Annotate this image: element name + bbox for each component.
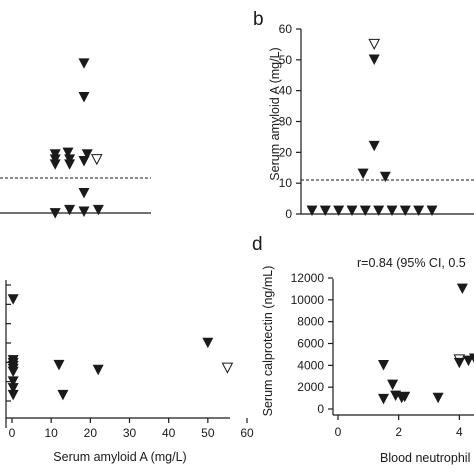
panel-b-y-tick-label: 60 bbox=[279, 22, 293, 36]
panel-a-strip-chart bbox=[0, 58, 151, 219]
panel-b-points bbox=[306, 38, 438, 217]
panel-b-y-tick-label: 20 bbox=[279, 145, 293, 159]
panel-c-x-ticks: 0 10 20 30 40 50 60 bbox=[9, 418, 254, 440]
panel-c-point bbox=[7, 383, 19, 394]
panel-d-y-tick-label: 0 bbox=[317, 402, 324, 416]
panel-d-y-tick-label: 6000 bbox=[297, 337, 324, 351]
panel-d-letter: d bbox=[252, 234, 263, 255]
panel-d-point bbox=[453, 357, 465, 369]
panel-a-point bbox=[78, 206, 90, 217]
panel-b-point bbox=[386, 205, 398, 217]
panel-d-x-tick-label: 2 bbox=[395, 425, 402, 439]
panel-b-y-axis-title: Serum amyloid A (mg/L) bbox=[268, 47, 282, 180]
panel-a-point bbox=[62, 147, 74, 159]
panel-d-y-tick-label: 8000 bbox=[297, 315, 324, 329]
panel-c-x-tick-label: 60 bbox=[240, 426, 254, 440]
panel-c-point bbox=[92, 364, 104, 376]
panel-b-letter: b bbox=[253, 9, 264, 30]
panel-c-x-tick-label: 40 bbox=[162, 426, 176, 440]
panel-b-point bbox=[379, 171, 391, 183]
panel-c-point bbox=[7, 294, 19, 305]
panel-d-y-ticks: 0 2000 4000 6000 8000 10000 12000 bbox=[291, 271, 333, 416]
panel-d-point bbox=[378, 360, 389, 371]
panel-b-point bbox=[368, 140, 380, 152]
panel-d-point bbox=[399, 391, 411, 403]
panel-a-point bbox=[78, 58, 90, 69]
panel-c-x-tick-label: 0 bbox=[9, 426, 16, 440]
panel-c-point-open bbox=[221, 362, 234, 374]
panel-a-points bbox=[49, 58, 104, 219]
panel-d-point bbox=[462, 355, 474, 367]
panel-c-point bbox=[53, 359, 65, 371]
panel-b-point bbox=[426, 205, 438, 217]
panel-a-point bbox=[92, 204, 104, 216]
panel-b-y-tick-label: 0 bbox=[285, 207, 292, 221]
panel-c-scatter: 0 10 20 30 40 50 60 Serum amyloid A (mg/L) bbox=[5, 280, 254, 464]
panel-b-point bbox=[359, 205, 371, 217]
panel-d-point bbox=[456, 283, 468, 295]
panel-c-points bbox=[7, 294, 234, 401]
panel-b-point bbox=[368, 54, 380, 65]
panel-d-x-tick-label: 4 bbox=[456, 425, 463, 439]
panel-b-y-tick-label: 10 bbox=[279, 176, 293, 190]
panel-b-point bbox=[373, 205, 385, 217]
panel-d-point bbox=[378, 393, 389, 405]
panel-d-y-tick-label: 10000 bbox=[291, 293, 325, 307]
panel-b-y-tick-label: 50 bbox=[279, 53, 293, 67]
panel-c-x-tick-label: 30 bbox=[123, 426, 137, 440]
panel-b-y-tick-label: 40 bbox=[279, 84, 293, 98]
panel-c-x-tick-label: 20 bbox=[84, 426, 98, 440]
panel-b-strip-chart: b Serum amyloid A (mg/L) 0 10 20 30 40 50 60 bbox=[253, 9, 474, 221]
panel-c-x-tick-label: 10 bbox=[44, 426, 58, 440]
panel-a-point-open bbox=[90, 154, 103, 166]
panel-b-point bbox=[319, 205, 331, 217]
panel-d-points bbox=[378, 283, 474, 405]
panel-b-point bbox=[413, 205, 425, 217]
panel-c-x-tick-label: 50 bbox=[201, 426, 215, 440]
panel-d-correlation-annotation: r=0.84 (95% CI, 0.5 bbox=[357, 256, 466, 270]
panel-a-point bbox=[64, 159, 76, 170]
panel-b-point bbox=[346, 205, 358, 217]
panel-c-point bbox=[7, 389, 19, 401]
panel-d-point bbox=[469, 353, 474, 363]
panel-b-point bbox=[333, 205, 345, 217]
panel-d-x-axis-title: Blood neutrophil coun bbox=[380, 451, 474, 465]
panel-b-y-ticks: 0 10 20 30 40 50 60 bbox=[279, 22, 301, 221]
panel-d-x-ticks: 0 2 4 bbox=[335, 415, 463, 439]
panel-a-point bbox=[78, 187, 90, 199]
panel-d-scatter: d r=0.84 (95% CI, 0.5 Serum calprotectin… bbox=[252, 234, 474, 465]
panel-a-point bbox=[49, 159, 61, 170]
panel-a-point bbox=[64, 204, 76, 216]
panel-b-point bbox=[306, 205, 318, 217]
panel-a-point bbox=[49, 208, 61, 219]
panel-a-point bbox=[78, 92, 90, 103]
panel-a-point bbox=[81, 149, 93, 160]
panel-c-x-axis-title: Serum amyloid A (mg/L) bbox=[53, 450, 186, 464]
panel-d-point bbox=[432, 392, 444, 404]
panel-d-y-tick-label: 12000 bbox=[291, 271, 325, 285]
panel-c-point bbox=[7, 376, 19, 387]
panel-c-point bbox=[202, 337, 214, 349]
panel-c-point bbox=[7, 366, 19, 378]
panel-d-y-tick-label: 2000 bbox=[297, 380, 324, 394]
panel-a-point bbox=[78, 156, 90, 167]
panel-b-point bbox=[399, 205, 411, 217]
panel-d-x-tick-label: 0 bbox=[335, 425, 342, 439]
panel-b-y-tick-label: 30 bbox=[279, 115, 293, 129]
panel-d-point bbox=[387, 379, 399, 391]
panel-d-y-axis-title: Serum calprotectin (ng/mL) bbox=[261, 266, 275, 417]
panel-b-point-open bbox=[368, 38, 381, 50]
panel-c-point bbox=[57, 389, 69, 401]
panel-b-point bbox=[357, 168, 369, 180]
panel-d-y-tick-label: 4000 bbox=[297, 358, 324, 372]
